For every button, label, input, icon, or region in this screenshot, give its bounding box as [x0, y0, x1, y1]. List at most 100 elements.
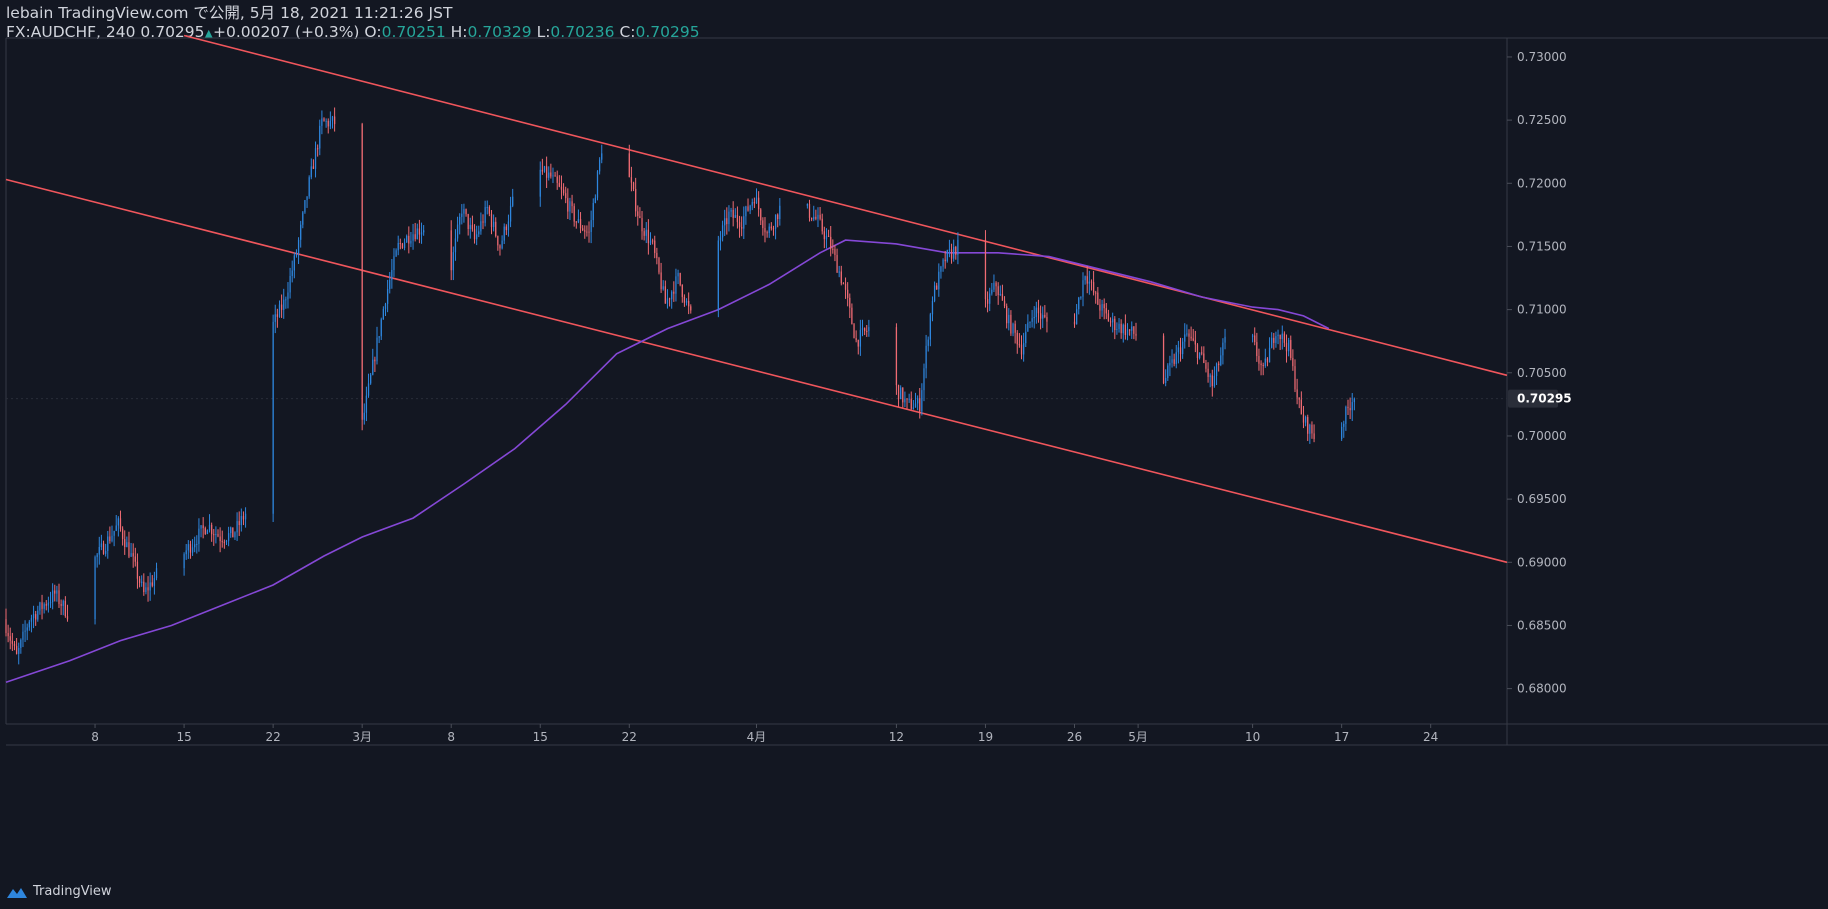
- candle-body: [579, 219, 582, 229]
- x-tick-label: 24: [1423, 730, 1438, 744]
- candle-body: [183, 554, 185, 569]
- candle-body: [111, 535, 113, 541]
- ohlc-legend: FX:AUDCHF, 240 0.70295▲+0.00207 (+0.3%) …: [6, 23, 700, 43]
- candle-body: [287, 292, 289, 300]
- candle-body: [592, 202, 594, 221]
- candle-body: [194, 544, 196, 548]
- candle-body: [853, 324, 855, 339]
- candle-body: [601, 153, 603, 160]
- candle-body: [938, 271, 940, 290]
- candle-body: [32, 614, 35, 619]
- candle-body: [412, 234, 414, 241]
- candle-body: [401, 243, 404, 248]
- candle-body: [501, 240, 503, 249]
- candle-body: [999, 293, 1001, 295]
- candle-body: [760, 209, 762, 221]
- candle-body: [575, 221, 577, 223]
- candle-body: [372, 359, 374, 375]
- candle-body: [1279, 334, 1281, 339]
- y-tick-label: 0.72500: [1517, 113, 1567, 127]
- candle-body: [276, 314, 279, 317]
- candle-body: [130, 553, 132, 557]
- candle-body: [389, 279, 391, 290]
- candle-body: [418, 228, 421, 235]
- candle-body: [35, 614, 37, 620]
- candle-body: [325, 120, 327, 122]
- candle-body: [906, 398, 908, 400]
- candle-body: [859, 329, 862, 347]
- candle-body: [1201, 352, 1203, 354]
- candle-body: [232, 527, 234, 538]
- candlesticks: [5, 107, 1355, 665]
- candle-body: [452, 252, 454, 271]
- open-label: O:: [364, 23, 382, 41]
- time-axis[interactable]: 8 15 22 3月 8 15 22 4月 12 19 26 5月 10 17 24: [91, 724, 1438, 744]
- candle-body: [327, 120, 329, 127]
- brand-footer[interactable]: TradingView: [6, 883, 112, 901]
- candle-body: [503, 226, 505, 241]
- candle-body: [753, 202, 756, 204]
- candle-body: [1177, 347, 1180, 353]
- y-tick-label: 0.70500: [1517, 366, 1567, 380]
- candle-body: [1218, 363, 1220, 366]
- candle-body: [1075, 309, 1078, 325]
- candle-body: [628, 153, 630, 178]
- candle-body: [45, 604, 47, 606]
- candle-body: [28, 621, 30, 628]
- candle-body: [1353, 398, 1355, 403]
- channel-line-upper[interactable]: [183, 34, 1508, 377]
- candle-body: [1266, 358, 1269, 363]
- candle-body: [478, 231, 480, 235]
- candle-body: [577, 219, 580, 223]
- candle-body: [925, 345, 927, 369]
- candle-body: [897, 385, 900, 400]
- candle-body: [420, 232, 423, 235]
- candle-body: [1169, 362, 1171, 366]
- candle-body: [1112, 318, 1114, 323]
- x-tick-label: 4月: [747, 730, 767, 744]
- candle-body: [1128, 329, 1131, 331]
- candle-body: [1095, 292, 1097, 294]
- up-arrow-icon: ▲: [204, 27, 213, 40]
- candle-body: [272, 321, 274, 514]
- candle-body: [721, 225, 724, 238]
- candle-body: [153, 578, 156, 586]
- candle-body: [1046, 317, 1048, 322]
- high-value: 0.70329: [467, 23, 532, 41]
- candle-body: [1262, 365, 1264, 367]
- candle-body: [823, 231, 825, 240]
- candle-body: [658, 258, 660, 273]
- candle-body: [391, 270, 393, 280]
- candle-body: [512, 196, 514, 206]
- candle-body: [654, 240, 656, 253]
- candle-body: [7, 633, 9, 637]
- candle-body: [465, 209, 467, 215]
- candle-body: [910, 398, 912, 409]
- candle-body: [234, 532, 236, 538]
- candle-body: [109, 536, 111, 541]
- channel-line-lower[interactable]: [5, 178, 1508, 564]
- candle-body: [1031, 318, 1033, 322]
- candle-body: [582, 228, 584, 231]
- candle-body: [916, 398, 919, 404]
- candle-body: [66, 616, 69, 620]
- candle-body: [679, 272, 681, 285]
- candle-body: [779, 205, 781, 220]
- candle-body: [815, 216, 817, 219]
- candle-body: [1290, 340, 1292, 358]
- candle-body: [940, 266, 942, 272]
- candle-body: [219, 536, 221, 542]
- candle-body: [1010, 314, 1012, 334]
- candle-body: [830, 236, 832, 249]
- price-axis[interactable]: 0.73000 0.72500 0.72000 0.71500 0.71000 0.705…: [1507, 50, 1567, 696]
- candle-body: [1298, 397, 1300, 400]
- candle-body: [641, 218, 643, 232]
- candle-body: [1116, 328, 1118, 331]
- candle-body: [361, 124, 363, 420]
- candle-body: [374, 359, 376, 362]
- candle-body: [842, 283, 845, 285]
- candle-body: [295, 253, 298, 256]
- candle-body: [857, 340, 859, 347]
- candle-body: [105, 550, 107, 554]
